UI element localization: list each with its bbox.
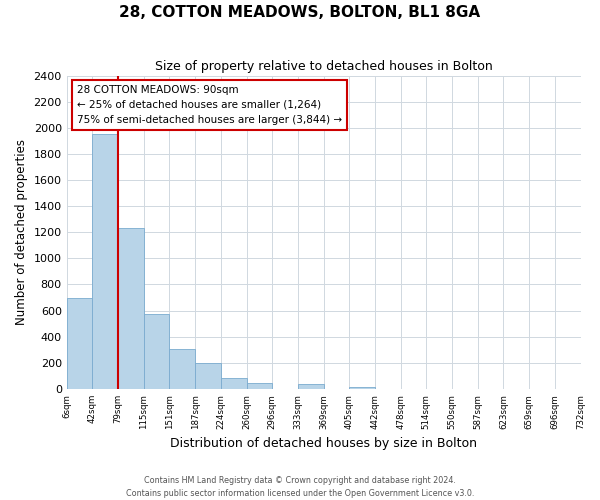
Bar	[118, 228, 144, 389]
Y-axis label: Number of detached properties: Number of detached properties	[15, 139, 28, 325]
Bar	[195, 363, 221, 389]
Bar	[298, 384, 323, 389]
Bar	[92, 134, 118, 389]
Bar	[221, 378, 247, 389]
Bar	[169, 349, 195, 389]
Text: Contains HM Land Registry data © Crown copyright and database right 2024.
Contai: Contains HM Land Registry data © Crown c…	[126, 476, 474, 498]
Bar	[349, 387, 375, 389]
X-axis label: Distribution of detached houses by size in Bolton: Distribution of detached houses by size …	[170, 437, 477, 450]
Bar	[247, 383, 272, 389]
Bar	[144, 314, 169, 389]
Text: 28 COTTON MEADOWS: 90sqm
← 25% of detached houses are smaller (1,264)
75% of sem: 28 COTTON MEADOWS: 90sqm ← 25% of detach…	[77, 85, 342, 124]
Title: Size of property relative to detached houses in Bolton: Size of property relative to detached ho…	[155, 60, 493, 73]
Text: 28, COTTON MEADOWS, BOLTON, BL1 8GA: 28, COTTON MEADOWS, BOLTON, BL1 8GA	[119, 5, 481, 20]
Bar	[67, 298, 92, 389]
